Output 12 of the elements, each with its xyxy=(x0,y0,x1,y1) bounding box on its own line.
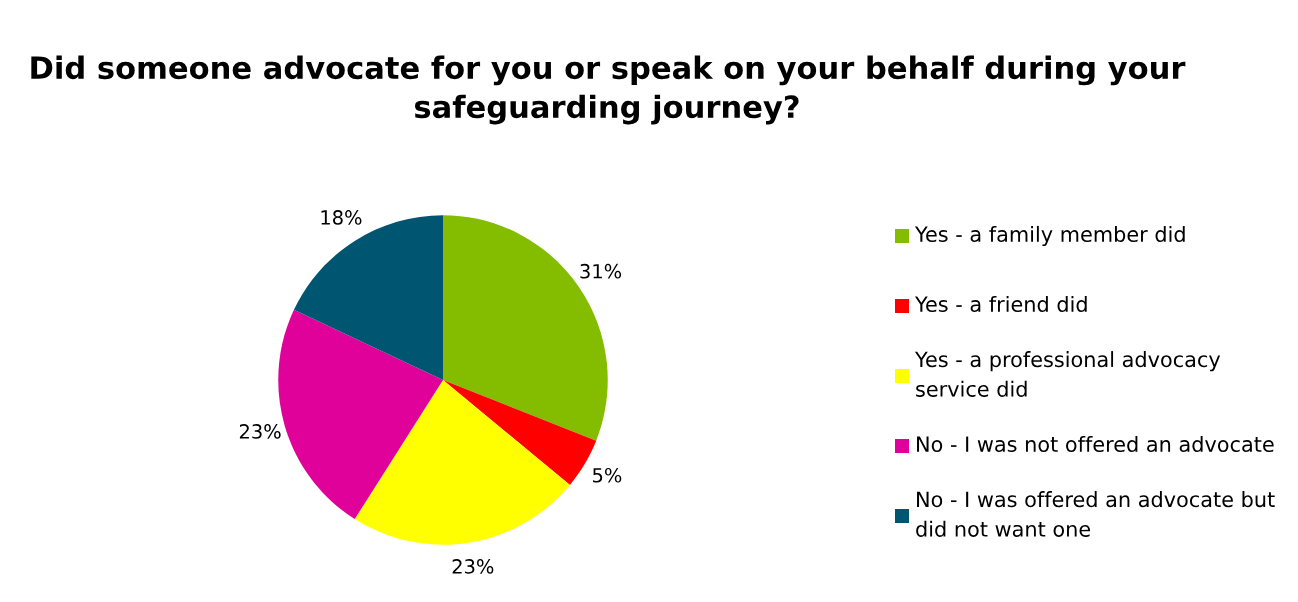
legend-label: Yes - a family member did xyxy=(914,225,1185,247)
data-label: 31% xyxy=(580,263,622,279)
legend-label: Yes - a professional advocacy service did xyxy=(914,351,1221,397)
data-label: 23% xyxy=(452,559,494,574)
pie-slice xyxy=(354,380,570,545)
legend-label: No - I was not offered an advocate xyxy=(917,435,1274,453)
data-label: 18% xyxy=(321,210,362,225)
legend-label: Yes - a friend did xyxy=(914,295,1087,313)
data-label: 5% xyxy=(593,467,622,483)
chart-title: Did someone advocate for you or speak on your behalf during your safeguarding journey? xyxy=(31,55,1186,125)
legend-label: No - I was offered an advocate but did not want one xyxy=(916,491,1275,537)
data-label: 23% xyxy=(239,424,281,439)
